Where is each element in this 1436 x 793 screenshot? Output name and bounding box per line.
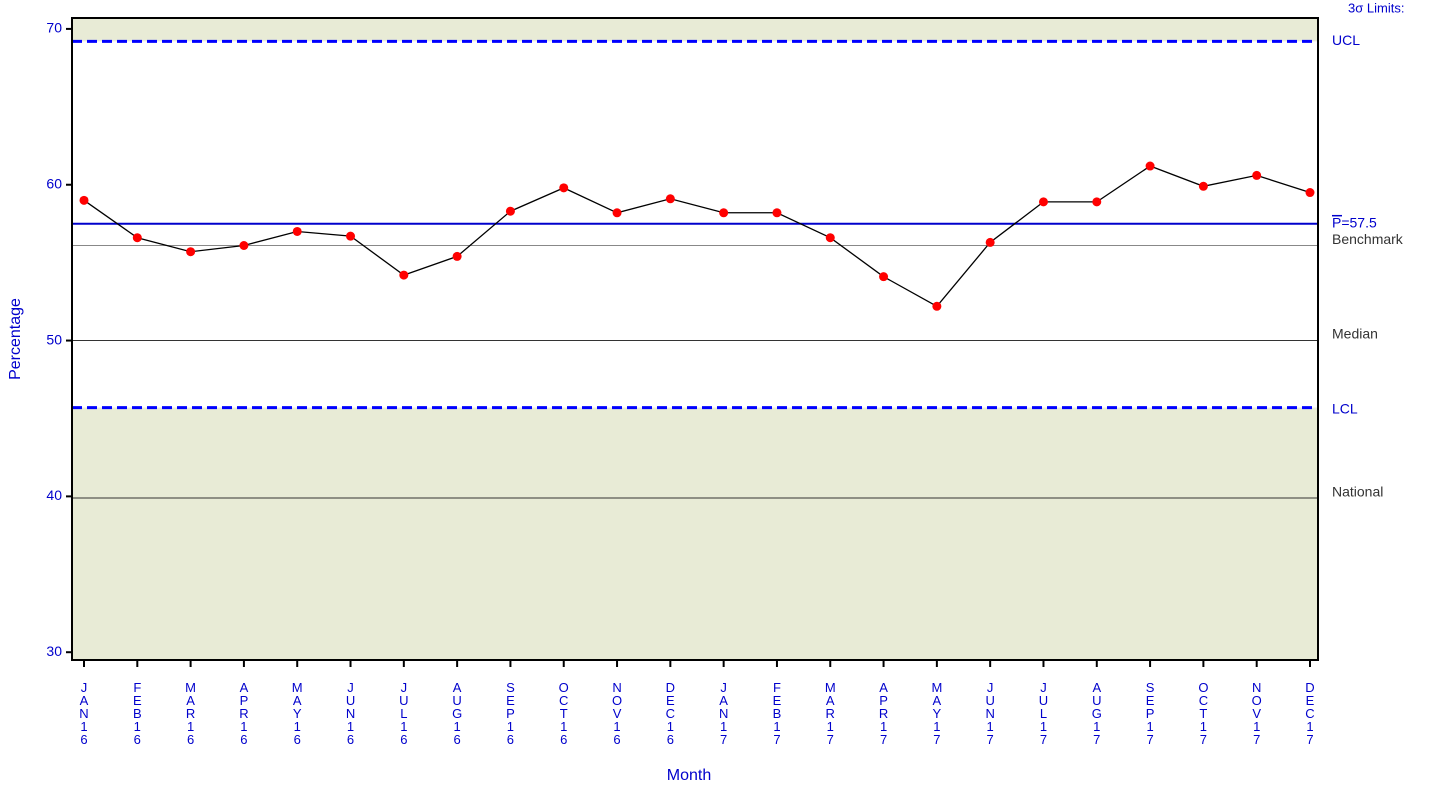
reference-label: UCL [1332,32,1360,48]
reference-label: National [1332,484,1383,500]
x-tick-label: NOV16 [610,680,625,745]
data-point [399,270,409,280]
data-point [719,208,729,218]
data-point [1145,161,1155,171]
shade-lower [72,407,1318,660]
x-tick-label: DEC17 [1303,680,1318,745]
reference-label: P=57.5 [1332,214,1377,230]
x-tick-label: NOV17 [1249,680,1264,745]
data-point [79,195,89,205]
data-point [879,272,889,282]
y-tick-label: 30 [46,643,62,659]
data-point [559,183,569,193]
x-tick-label: MAR17 [823,680,838,745]
data-point [985,237,995,247]
y-tick-label: 50 [46,331,62,347]
data-point [932,301,942,311]
x-tick-label: AUG16 [450,680,465,745]
data-point [1198,181,1208,191]
x-tick-label: SEP17 [1143,680,1158,745]
data-point [505,206,515,216]
data-point [1252,170,1262,180]
data-point [239,241,249,251]
x-tick-label: DEC16 [663,680,678,745]
data-point [1092,197,1102,207]
data-point [825,233,835,243]
y-tick-label: 70 [46,20,62,36]
shade-upper [72,18,1318,42]
x-tick-label: MAY16 [290,680,305,745]
plot-frame [71,17,1319,661]
y-axis-label: Percentage [7,298,24,380]
data-point [452,251,462,261]
x-tick-label: MAR16 [183,680,198,745]
x-tick-label: FEB17 [769,680,784,745]
y-tick-label: 60 [46,175,62,191]
data-point [1038,197,1048,207]
x-tick-label: JAN17 [716,680,731,745]
reference-label: LCL [1332,400,1358,416]
data-point [346,231,356,241]
x-tick-label: JAN16 [77,680,92,745]
data-point [665,194,675,204]
x-tick-label: OCT16 [556,680,571,745]
x-tick-label: MAY17 [929,680,944,745]
x-tick-label: JUN16 [343,680,358,745]
data-point [186,247,196,257]
data-point [612,208,622,218]
x-tick-label: APR17 [876,680,891,745]
x-tick-label: AUG17 [1089,680,1104,745]
data-point [132,233,142,243]
reference-label: Benchmark [1332,231,1404,247]
x-tick-label: FEB16 [130,680,145,745]
data-point [772,208,782,218]
x-tick-label: OCT17 [1196,680,1211,745]
reference-label: Median [1332,325,1378,341]
x-axis-label: Month [667,767,711,784]
x-tick-label: JUL17 [1036,680,1051,745]
x-tick-label: APR16 [236,680,251,745]
data-point [292,226,302,236]
series-line [83,165,1311,308]
x-tick-label: SEP16 [503,680,518,745]
y-tick-label: 40 [46,487,62,503]
data-point [1305,188,1315,198]
x-tick-label: JUL16 [396,680,411,745]
limits-title: 3σ Limits: [1348,0,1404,15]
x-tick-label: JUN17 [983,680,998,745]
